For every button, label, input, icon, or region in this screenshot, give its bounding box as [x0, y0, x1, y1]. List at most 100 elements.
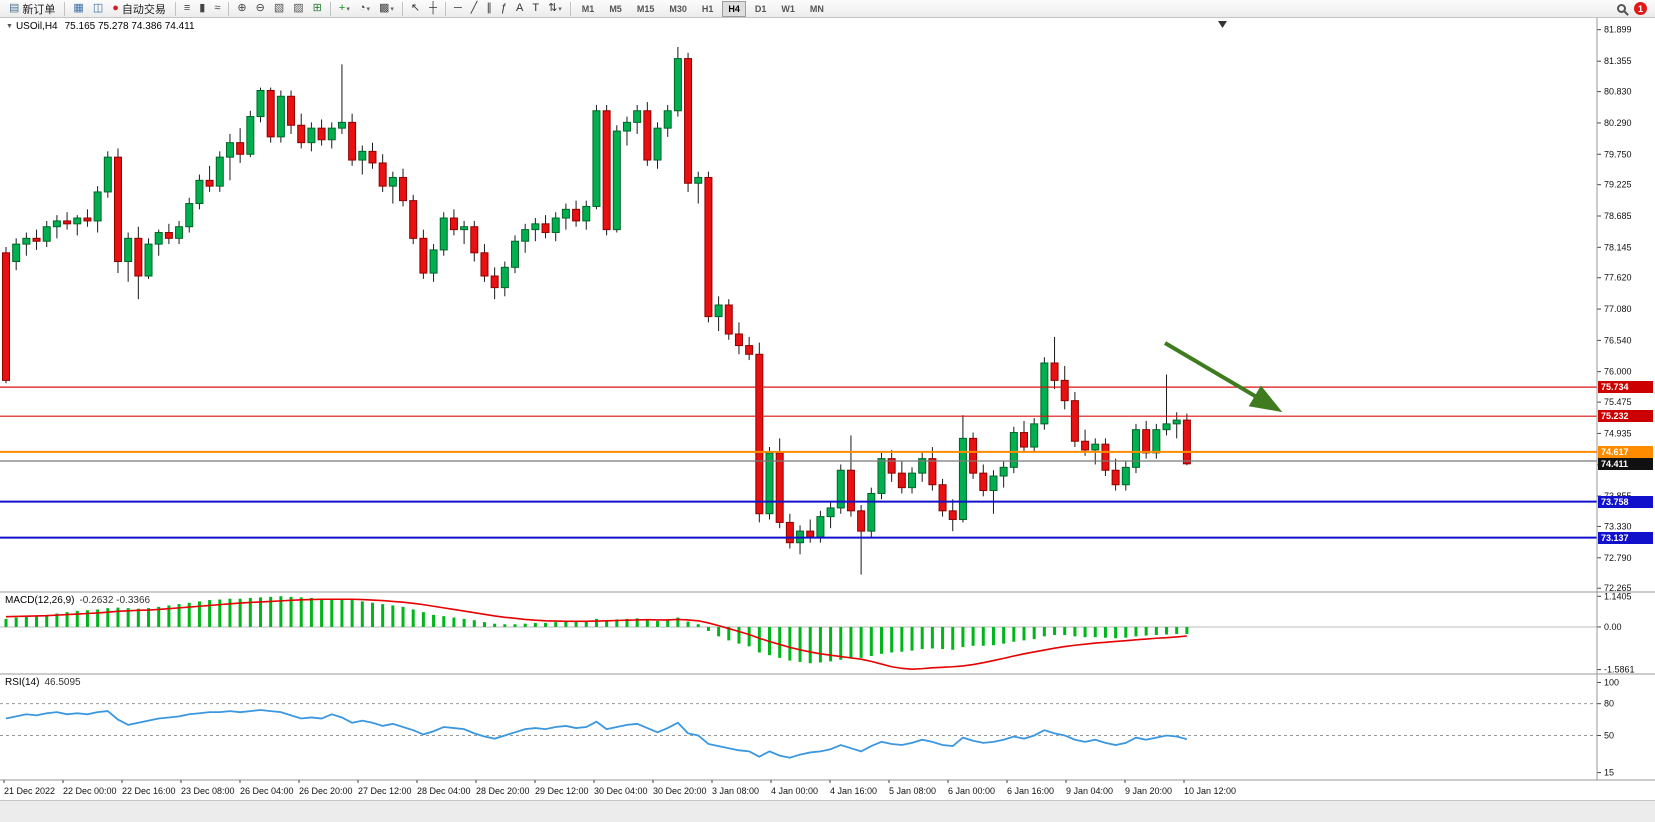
candle-bullish [918, 458, 927, 474]
new-order-button[interactable]: ▤ 新订单 [4, 1, 60, 17]
fibonacci-button[interactable]: ƒ [497, 1, 511, 17]
timeframe-h4-button[interactable]: H4 [722, 0, 746, 17]
chart-type-group: ≡ ▮ ≈ [180, 1, 225, 17]
trendline-button[interactable]: ╱ [467, 1, 482, 17]
candle-bullish [673, 58, 682, 112]
candle-bullish [22, 237, 31, 245]
bar-chart-button[interactable]: ≡ [180, 1, 194, 17]
cursor-button[interactable]: ↖ [407, 1, 424, 17]
zoom-in-icon: ⊕ [237, 2, 247, 14]
candle-bearish [887, 458, 896, 474]
candle-bearish [317, 127, 326, 141]
candle-bearish [266, 89, 275, 138]
macd-name: MACD(12,26,9) [5, 595, 75, 606]
zoom-in-button[interactable]: ⊕ [233, 1, 250, 17]
macd-histogram-bar [452, 617, 456, 627]
notification-badge[interactable]: 1 [1634, 2, 1647, 15]
zoom-out-button[interactable]: ⊖ [252, 1, 269, 17]
candle-bearish [164, 232, 173, 239]
candle-bullish [144, 243, 153, 277]
grid-button[interactable]: ⊞ [309, 1, 326, 17]
search-button[interactable] [1613, 1, 1630, 17]
auto-trading-button[interactable]: ● 自动交易 [107, 1, 171, 17]
candle-bearish [83, 217, 92, 222]
candle-bearish [846, 469, 855, 512]
line-chart-button[interactable]: ≈ [210, 1, 224, 17]
macd-histogram-bar [330, 599, 334, 627]
toolbar-separator [228, 1, 230, 16]
macd-histogram-bar [116, 607, 120, 627]
data-window-button[interactable]: ◫ [89, 1, 107, 17]
candle-bullish [663, 110, 672, 129]
indicator-group: + ▾ ◔ ▾ ▩ ▾ [335, 1, 398, 17]
toolbar-separator [329, 1, 331, 16]
price-axis-label: 72.265 [1604, 583, 1632, 593]
price-axis-label: 81.899 [1604, 25, 1632, 35]
price-axis-label: 79.750 [1604, 149, 1632, 159]
candle-bullish [1091, 443, 1100, 451]
chart-area[interactable]: 81.899 81.355 80.830 80.290 79.750 79.225 78.6… [0, 18, 1655, 822]
candle-bullish [388, 176, 397, 187]
chart-shift-button[interactable]: ▨ [289, 1, 307, 17]
periods-button[interactable]: ◔ ▾ [355, 1, 374, 17]
macd-histogram-bar [829, 626, 833, 662]
add-indicator-button[interactable]: + ▾ [335, 1, 354, 17]
candle-bearish [205, 179, 214, 187]
symbol-dropdown-icon[interactable]: ▼ [6, 23, 13, 30]
macd-histogram-bar [96, 609, 100, 627]
macd-histogram-bar [208, 600, 212, 627]
price-axis-label: 76.000 [1604, 367, 1632, 377]
rsi-name: RSI(14) [5, 677, 40, 688]
crosshair-button[interactable]: ┼ [425, 1, 441, 17]
macd-label: MACD(12,26,9) -0.2632 -0.3366 [5, 595, 150, 606]
timeframe-d1-button[interactable]: D1 [749, 1, 773, 17]
price-axis-label: 75.475 [1604, 397, 1632, 407]
candle-bullish [999, 466, 1008, 477]
market-watch-button[interactable]: ▦ [69, 1, 87, 17]
candle-bearish [236, 142, 245, 155]
timeframe-m30-button[interactable]: M30 [663, 1, 693, 17]
templates-button[interactable]: ▩ ▾ [375, 1, 398, 17]
price-axis-label: 81.355 [1604, 56, 1632, 66]
timeframe-w1-button[interactable]: W1 [775, 1, 801, 17]
text-button[interactable]: A [512, 1, 527, 17]
horizontal-line-button[interactable]: ─ [450, 1, 466, 17]
candle-bullish [225, 142, 234, 158]
candle-bullish [989, 475, 998, 492]
text-label-button[interactable]: T [528, 1, 543, 17]
candle-bullish [714, 304, 723, 318]
price-axis-label: 78.145 [1604, 242, 1632, 252]
macd-histogram-bar [340, 598, 344, 627]
candle-bullish [1009, 432, 1018, 468]
candlestick-chart-button[interactable]: ▮ [195, 1, 209, 17]
grid-icon: ⊞ [312, 2, 322, 14]
candle-bearish [745, 345, 754, 355]
periods-caret-icon: ▾ [366, 5, 370, 13]
timeframe-mn-button[interactable]: MN [804, 1, 830, 17]
fibonacci-icon: ƒ [500, 2, 507, 14]
ohlc-values: 75.165 75.278 74.386 74.411 [64, 21, 195, 32]
symbol-info: ▼ USOil,H4 75.165 75.278 74.386 74.411 [6, 21, 195, 32]
chart-canvas[interactable]: 81.899 81.355 80.830 80.290 79.750 79.225 78.6… [0, 18, 1655, 822]
macd-histogram-bar [727, 626, 731, 641]
timeframe-m1-button[interactable]: M1 [576, 1, 601, 17]
candle-bullish [694, 176, 703, 184]
trend-arrow-annotation[interactable] [1163, 341, 1283, 413]
macd-histogram-bar [65, 612, 69, 627]
chart-shift-marker-icon[interactable] [1218, 21, 1227, 28]
candle-bearish [2, 252, 10, 381]
macd-histogram-bar [920, 626, 924, 649]
timeframe-h1-button[interactable]: H1 [696, 1, 720, 17]
timeframe-m5-button[interactable]: M5 [603, 1, 628, 17]
arrows-button[interactable]: ⇅ ▾ [544, 1, 566, 17]
macd-histogram-bar [930, 626, 934, 649]
auto-scroll-button[interactable]: ▧ [270, 1, 288, 17]
macd-histogram-bar [309, 597, 313, 627]
equidistant-channel-button[interactable]: ∥ [482, 1, 496, 17]
macd-histogram-bar [900, 626, 904, 652]
candle-bullish [276, 95, 285, 138]
price-axis-label: 74.935 [1604, 428, 1632, 438]
timeframe-m15-button[interactable]: M15 [631, 1, 661, 17]
candle-bullish [73, 217, 82, 225]
candle-bullish [124, 237, 133, 263]
